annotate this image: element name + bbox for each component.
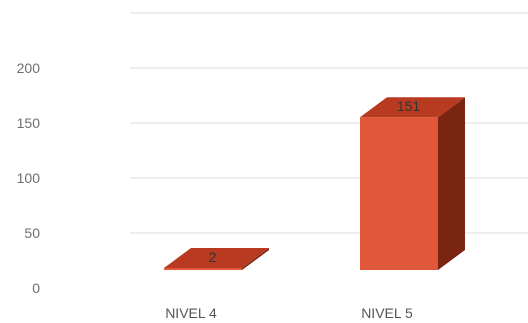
data-labels: 2 151 bbox=[209, 98, 421, 265]
y-tick-label: 50 bbox=[24, 225, 40, 241]
y-tick-label: 200 bbox=[17, 60, 41, 76]
y-tick-label: 0 bbox=[32, 280, 40, 296]
bar-1 bbox=[164, 247, 269, 270]
y-axis-ticks: 0 50 100 150 200 bbox=[17, 60, 41, 296]
category-label: NIVEL 5 bbox=[361, 305, 413, 321]
data-label: 2 bbox=[209, 249, 217, 265]
bar-front-face bbox=[164, 267, 242, 270]
y-tick-label: 150 bbox=[17, 115, 41, 131]
y-tick-label: 100 bbox=[17, 170, 41, 186]
gridlines bbox=[130, 12, 528, 234]
data-label: 151 bbox=[397, 98, 421, 114]
category-label: NIVEL 4 bbox=[165, 305, 217, 321]
bar-top-face bbox=[164, 247, 269, 268]
bar-front-face bbox=[360, 117, 438, 270]
bar-side-face bbox=[242, 247, 269, 270]
x-axis-categories: NIVEL 4 NIVEL 5 bbox=[165, 305, 413, 321]
bar-top-face bbox=[360, 97, 465, 118]
bars bbox=[164, 97, 465, 270]
bar-side-face bbox=[438, 97, 465, 270]
bar-2 bbox=[360, 97, 465, 270]
